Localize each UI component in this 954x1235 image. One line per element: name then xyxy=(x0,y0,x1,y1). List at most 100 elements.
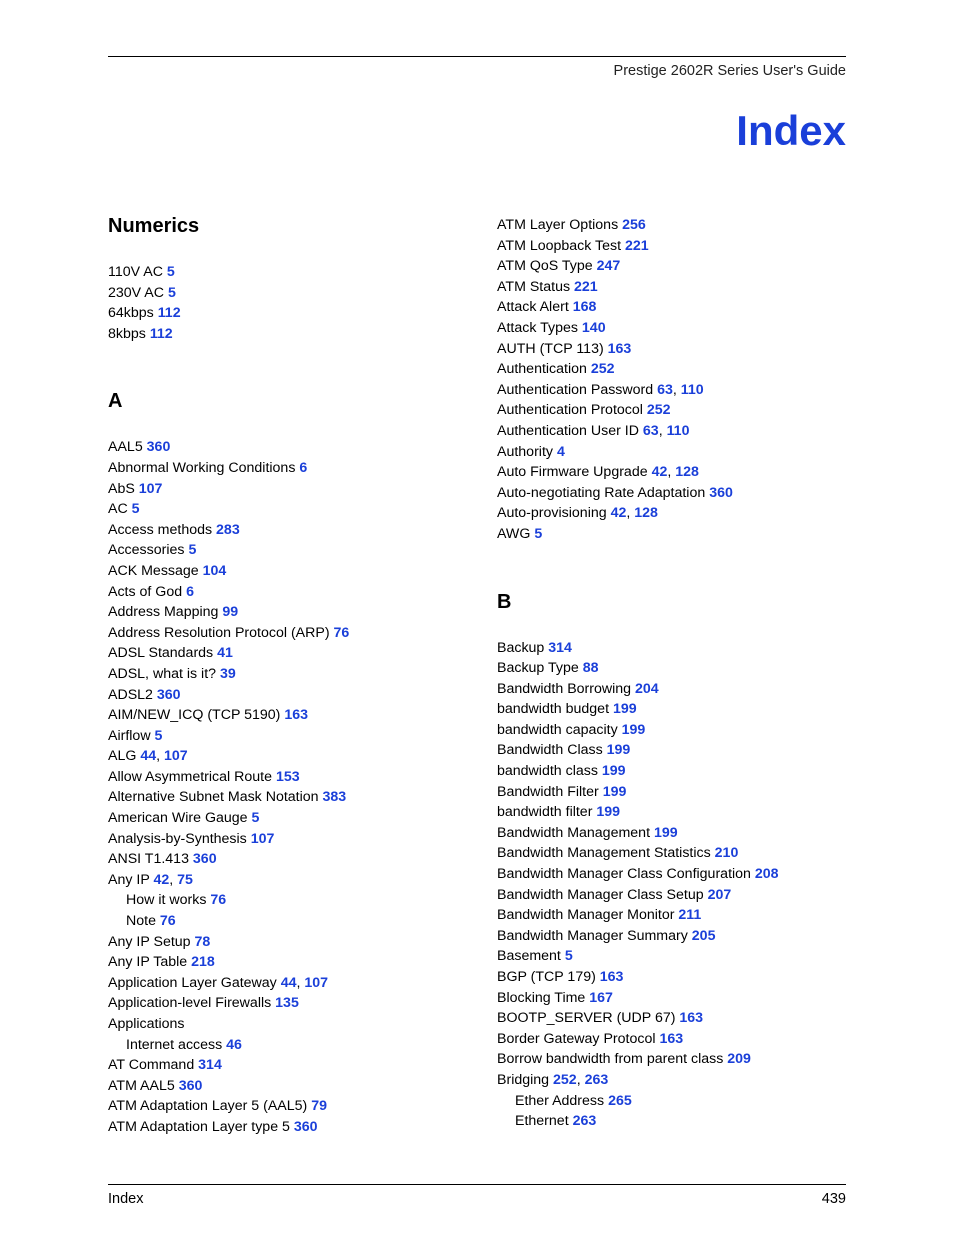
index-entry: Bandwidth Class 199 xyxy=(497,740,846,761)
page-ref-link[interactable]: 221 xyxy=(625,238,649,254)
page-ref-link[interactable]: 383 xyxy=(323,789,347,805)
page-ref-link[interactable]: 199 xyxy=(613,701,637,717)
index-term: Authentication Protocol xyxy=(497,402,643,418)
page-ref-link[interactable]: 360 xyxy=(157,687,181,703)
page-ref-link[interactable]: 283 xyxy=(216,522,240,538)
page-ref-link[interactable]: 199 xyxy=(622,722,646,738)
page-ref-link[interactable]: 107 xyxy=(251,831,275,847)
page-ref-link[interactable]: 104 xyxy=(203,563,227,579)
page-ref-link[interactable]: 360 xyxy=(147,439,171,455)
page-ref-link[interactable]: 163 xyxy=(600,969,624,985)
page-ref-link[interactable]: 204 xyxy=(635,681,659,697)
page-ref-link[interactable]: 112 xyxy=(150,326,173,342)
page-ref-link[interactable]: 140 xyxy=(582,320,606,336)
page-ref-link[interactable]: 46 xyxy=(226,1037,242,1053)
page-ref-link[interactable]: 6 xyxy=(299,460,307,476)
index-term: Borrow bandwidth from parent class xyxy=(497,1051,723,1067)
page-ref-link[interactable]: 76 xyxy=(160,913,176,929)
page-ref-link[interactable]: 88 xyxy=(583,660,599,676)
page-ref-link[interactable]: 99 xyxy=(222,604,238,620)
page-ref-link[interactable]: 205 xyxy=(692,928,716,944)
page-ref-link[interactable]: 199 xyxy=(654,825,678,841)
page-ref-link[interactable]: 314 xyxy=(548,640,572,656)
page-ref-link[interactable]: 314 xyxy=(198,1057,222,1073)
page-ref-link[interactable]: 199 xyxy=(596,804,620,820)
page-ref-link[interactable]: 5 xyxy=(132,501,140,517)
page-ref-link[interactable]: 360 xyxy=(179,1078,203,1094)
page-ref-link[interactable]: 5 xyxy=(155,728,163,744)
page-ref-link[interactable]: 41 xyxy=(217,645,233,661)
index-term: Bandwidth Class xyxy=(497,742,603,758)
page-ref-link[interactable]: 5 xyxy=(188,542,196,558)
page-ref-link[interactable]: 110 xyxy=(681,382,704,398)
page-ref-link[interactable]: 39 xyxy=(220,666,236,682)
index-entry: How it works 76 xyxy=(108,890,457,911)
page-ref-link[interactable]: 110 xyxy=(667,423,690,439)
page-ref-link[interactable]: 76 xyxy=(210,892,226,908)
page-ref-link[interactable]: 5 xyxy=(565,948,573,964)
page-ref-link[interactable]: 360 xyxy=(193,851,217,867)
index-term: Authentication User ID xyxy=(497,423,639,439)
page-ref-link[interactable]: 5 xyxy=(167,264,175,280)
page-ref-link[interactable]: 79 xyxy=(311,1098,327,1114)
page-ref-link[interactable]: 218 xyxy=(191,954,215,970)
page-ref-link[interactable]: 360 xyxy=(709,485,733,501)
page-ref-link[interactable]: 76 xyxy=(334,625,350,641)
page-ref-link[interactable]: 112 xyxy=(158,305,181,321)
page-ref-link[interactable]: 5 xyxy=(534,526,542,542)
page-ref-link[interactable]: 128 xyxy=(675,464,699,480)
page-ref-link[interactable]: 263 xyxy=(573,1113,597,1129)
index-entry: ADSL, what is it? 39 xyxy=(108,664,457,685)
page-ref-link[interactable]: 107 xyxy=(139,481,163,497)
index-term: AC xyxy=(108,501,128,517)
index-entry: AUTH (TCP 113) 163 xyxy=(497,339,846,360)
page-ref-link[interactable]: 252 xyxy=(553,1072,577,1088)
page-ref-link[interactable]: 265 xyxy=(608,1093,632,1109)
page-ref-link[interactable]: 252 xyxy=(591,361,615,377)
page-ref-link[interactable]: 78 xyxy=(195,934,211,950)
page-ref-link[interactable]: 163 xyxy=(608,341,632,357)
index-entry: Application-level Firewalls 135 xyxy=(108,993,457,1014)
page-ref-link[interactable]: 207 xyxy=(708,887,732,903)
page-ref-link[interactable]: 44 xyxy=(281,975,297,991)
page-ref-link[interactable]: 221 xyxy=(574,279,598,295)
page-ref-link[interactable]: 163 xyxy=(284,707,308,723)
page-ref-link[interactable]: 42 xyxy=(154,872,170,888)
page-ref-link[interactable]: 163 xyxy=(679,1010,703,1026)
page-ref-link[interactable]: 107 xyxy=(304,975,328,991)
page-ref-link[interactable]: 63 xyxy=(643,423,659,439)
page-ref-link[interactable]: 5 xyxy=(252,810,260,826)
page-ref-link[interactable]: 256 xyxy=(622,217,646,233)
page-ref-link[interactable]: 247 xyxy=(597,258,621,274)
page-ref-link[interactable]: 107 xyxy=(164,748,188,764)
page-ref-link[interactable]: 208 xyxy=(755,866,779,882)
page-ref-link[interactable]: 128 xyxy=(634,505,658,521)
page-ref-link[interactable]: 199 xyxy=(602,763,626,779)
page-ref-link[interactable]: 75 xyxy=(177,872,193,888)
page-ref-link[interactable]: 199 xyxy=(607,742,631,758)
page-ref-link[interactable]: 209 xyxy=(727,1051,751,1067)
page-ref-link[interactable]: 42 xyxy=(652,464,668,480)
index-entry: Alternative Subnet Mask Notation 383 xyxy=(108,787,457,808)
index-term: Border Gateway Protocol xyxy=(497,1031,656,1047)
page-ref-link[interactable]: 6 xyxy=(186,584,194,600)
page-ref-link[interactable]: 4 xyxy=(557,444,565,460)
page-ref-link[interactable]: 42 xyxy=(611,505,627,521)
page-ref-link[interactable]: 199 xyxy=(603,784,627,800)
page-ref-link[interactable]: 210 xyxy=(715,845,739,861)
index-term: Bandwidth Borrowing xyxy=(497,681,631,697)
index-term: ATM Loopback Test xyxy=(497,238,621,254)
page-ref-link[interactable]: 163 xyxy=(659,1031,683,1047)
page-ref-link[interactable]: 5 xyxy=(168,285,176,301)
page-ref-link[interactable]: 211 xyxy=(678,907,701,923)
page-ref-link[interactable]: 153 xyxy=(276,769,300,785)
page-ref-link[interactable]: 252 xyxy=(647,402,671,418)
page-ref-link[interactable]: 63 xyxy=(657,382,673,398)
page-ref-link[interactable]: 263 xyxy=(585,1072,609,1088)
page-ref-link[interactable]: 168 xyxy=(573,299,597,315)
page-ref-link[interactable]: 44 xyxy=(140,748,156,764)
page-ref-link[interactable]: 135 xyxy=(275,995,299,1011)
index-entry: Authentication Password 63, 110 xyxy=(497,380,846,401)
page-ref-link[interactable]: 167 xyxy=(589,990,613,1006)
page-ref-link[interactable]: 360 xyxy=(294,1119,318,1135)
